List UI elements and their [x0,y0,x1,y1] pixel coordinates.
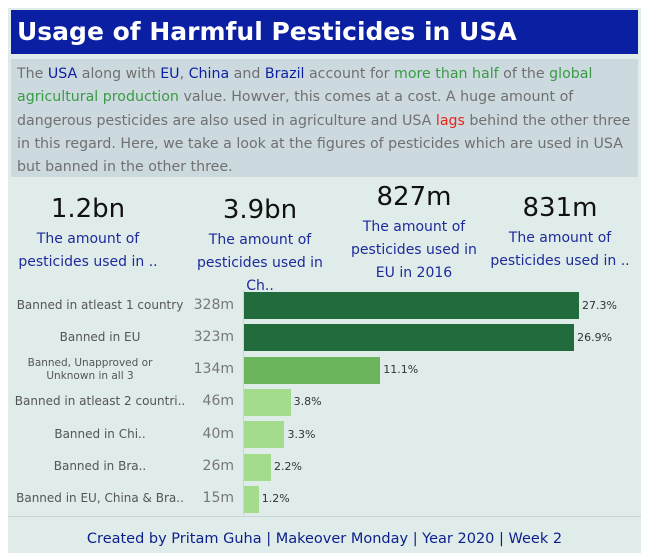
kpi-label: The amount of pesticides used in .. [13,228,163,274]
kpi-card: 827m The amount of pesticides used in EU in… [339,182,489,285]
bar [244,292,579,319]
intro-highlight-blue: USA [47,66,78,82]
value-label: 40m [202,425,234,442]
kpi-value: 831m [522,193,598,223]
value-label: 46m [202,393,234,410]
bar [244,356,381,384]
chart-axis-line [243,290,244,515]
kpi-label-line: pesticides used in Ch.. [197,255,323,294]
intro-text: The USA along with EU, China and Brazil … [11,59,638,177]
bar [244,421,285,449]
data-label: 2.2% [273,460,302,473]
intro-segment: of the [498,66,550,82]
kpi-value: 827m [376,182,452,212]
intro-segment: , [179,66,189,82]
kpi-card: 1.2bn The amount of pesticides used in .. [13,194,163,274]
footer-divider [8,516,641,517]
intro-segment: account for [304,66,395,82]
data-label: 11.1% [383,363,419,377]
kpi-value: 3.9bn [222,195,298,225]
value-label: 328m [193,296,234,313]
data-label: 27.3% [582,298,617,312]
category-label: Banned in EU, China & Bra.. [16,491,184,506]
dashboard-title: Usage of Harmful Pesticides in USA [11,10,638,54]
category-label: Banned in Bra.. [53,459,147,473]
category-label: Banned, Unapproved or Unknown in all 3 [27,357,153,383]
category-label: Banned in EU [59,329,141,344]
intro-segment: The [17,66,48,82]
intro-highlight-blue: Brazil [264,66,305,82]
kpi-card: 3.9bn The amount of pesticides used in Ch.… [185,195,335,298]
intro-highlight-red: lags [435,112,465,129]
kpi-value: 1.2bn [50,194,126,224]
kpi-label-line: pesticides used in .. [490,253,630,269]
intro-segment: behind the other three in this regard. H… [17,112,631,176]
kpi-label-line: The amount of [208,232,312,248]
intro-highlight-blue: EU [160,66,180,82]
bar [244,324,575,352]
data-label: 3.3% [287,427,316,441]
intro-segment: value. Howver, this comes at a cost. A h… [17,89,574,129]
kpi-label-line: EU in 2016 [375,265,453,281]
bar [244,453,271,481]
data-label: 3.8% [293,395,322,409]
category-label: Banned in atleast 1 country [16,297,184,312]
kpi-label-line: The amount of [362,219,466,235]
category-label: Banned in Chi.. [54,426,146,441]
intro-highlight-blue: China [188,66,230,82]
category-label: Banned in atleast 2 countri.. [14,394,186,409]
data-label: 1.2% [261,492,290,506]
value-label: 15m [202,490,234,507]
intro-segment: along with [77,66,161,82]
kpi-label: The amount of pesticides used in Ch.. [185,229,335,298]
value-label: 26m [202,458,234,474]
kpi-label-line: The amount of [36,231,140,247]
kpi-card: 831m The amount of pesticides used in .. [485,193,635,273]
kpi-label: The amount of pesticides used in .. [485,227,635,273]
footer-credit: Created by Pritam Guha | Makeover Monday… [86,531,563,547]
value-label: 134m [193,361,234,378]
kpi-label-line: pesticides used in .. [18,254,158,270]
intro-segment: and [229,66,265,82]
kpi-label-line: pesticides used in [351,242,477,258]
intro-highlight-green: more than half [394,66,499,82]
data-label: 26.9% [577,330,613,344]
intro-highlight-green: global agricultural production [17,66,593,106]
kpi-label: The amount of pesticides used in EU in 201… [339,216,489,285]
bar [244,485,259,513]
kpi-label-line: The amount of [508,230,612,246]
value-label: 323m [193,328,234,345]
bar [244,388,291,416]
